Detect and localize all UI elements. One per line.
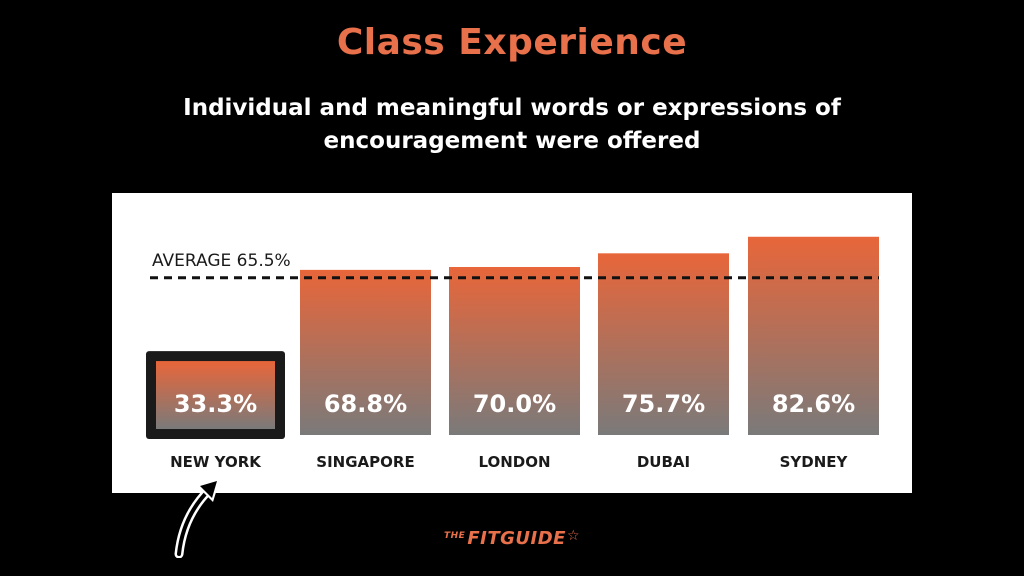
pointer-arrow-icon	[174, 476, 221, 558]
bar-london	[449, 267, 580, 435]
category-label: DUBAI	[637, 453, 690, 471]
bar-chart: AVERAGE 65.5% 33.3% NEW YORK 68.8% SINGAPOR…	[146, 236, 879, 471]
value-label: 70.0%	[473, 390, 556, 418]
category-label: LONDON	[478, 453, 550, 471]
bar-sydney	[748, 236, 879, 435]
category-label: SINGAPORE	[316, 453, 414, 471]
star-icon: ☆	[566, 528, 580, 544]
bar-dubai	[598, 253, 729, 435]
brand-name: FITGUIDE	[467, 528, 566, 549]
average-label: AVERAGE 65.5%	[152, 251, 291, 271]
category-label: NEW YORK	[170, 453, 262, 471]
category-label: SYDNEY	[780, 453, 849, 471]
bar-singapore	[300, 269, 431, 435]
value-label: 82.6%	[772, 390, 855, 418]
bar-new-york	[156, 361, 275, 429]
brand-prefix: THE	[444, 531, 466, 541]
chart-panel: AVERAGE 65.5% 33.3% NEW YORK 68.8% SINGAPOR…	[112, 193, 912, 493]
brand-logo: THE FITGUIDE☆	[0, 528, 1024, 549]
value-label: 33.3%	[174, 390, 257, 418]
value-label: 75.7%	[622, 390, 705, 418]
page-title: Class Experience	[336, 22, 688, 63]
chart-subtitle: Individual and meaningful words or expre…	[183, 95, 841, 154]
value-label: 68.8%	[324, 390, 407, 418]
